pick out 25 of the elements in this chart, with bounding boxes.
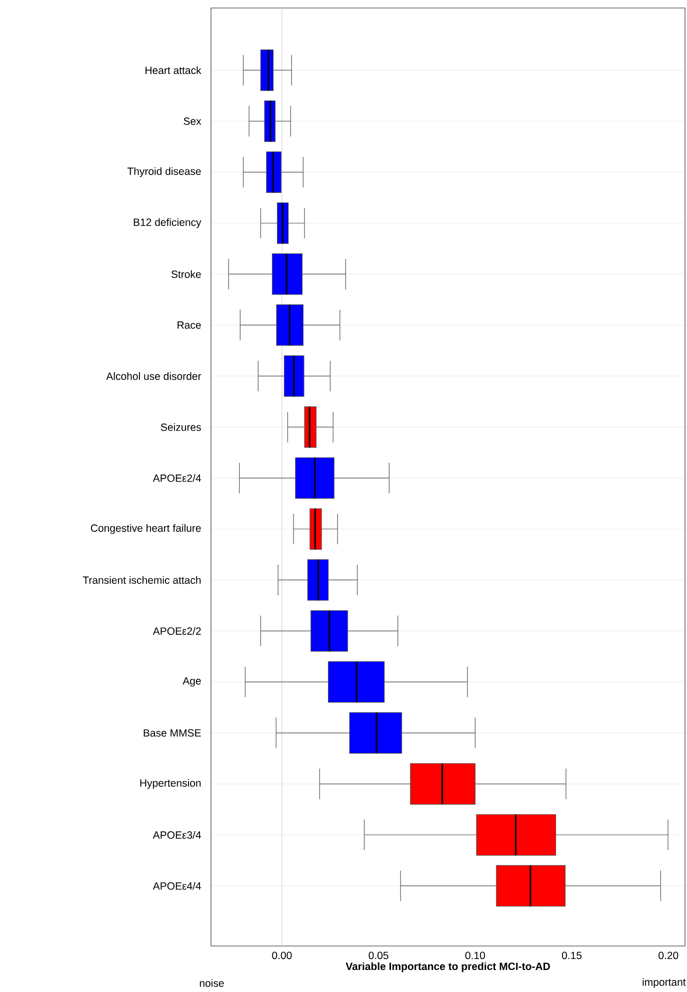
y-tick-label: APOEε2/4 bbox=[152, 474, 201, 482]
x-tick-label: 0.15 bbox=[562, 952, 582, 960]
y-tick-label: Base MMSE bbox=[144, 729, 201, 737]
x-tick-label: 0.10 bbox=[465, 952, 485, 960]
text: important bbox=[642, 978, 686, 988]
y-tick-label: Seizures bbox=[160, 423, 201, 431]
y-tick-label: Alcohol use disorder bbox=[106, 372, 202, 380]
y-tick-label: B12 deficiency bbox=[134, 218, 202, 228]
y-tick-label: Heart attack bbox=[146, 66, 202, 74]
y-tick-label: APOEε3/4 bbox=[152, 831, 201, 839]
y-tick-label: Thyroid disease bbox=[127, 167, 201, 178]
y-tick-label: Transient ischemic attach bbox=[82, 576, 201, 584]
y-tick-label: Congestive heart failure bbox=[90, 524, 201, 534]
text: noise bbox=[200, 979, 224, 987]
x-tick-label: 0.20 bbox=[658, 952, 678, 960]
y-tick-label: Race bbox=[178, 321, 201, 329]
y-tick-label: Age bbox=[182, 677, 201, 687]
x-tick-label: 0.05 bbox=[368, 952, 388, 960]
x-axis-title: Variable Importance to predict MCI-to-AD bbox=[346, 962, 550, 972]
y-tick-label: Sex bbox=[184, 117, 202, 125]
y-tick-label: APOEε4/4 bbox=[152, 882, 201, 890]
y-tick-label: APOEε2/2 bbox=[152, 627, 201, 635]
y-tick-label: Hypertension bbox=[140, 779, 201, 789]
x-tick-label: 0.00 bbox=[272, 952, 292, 960]
y-tick-label: Stroke bbox=[171, 270, 201, 278]
